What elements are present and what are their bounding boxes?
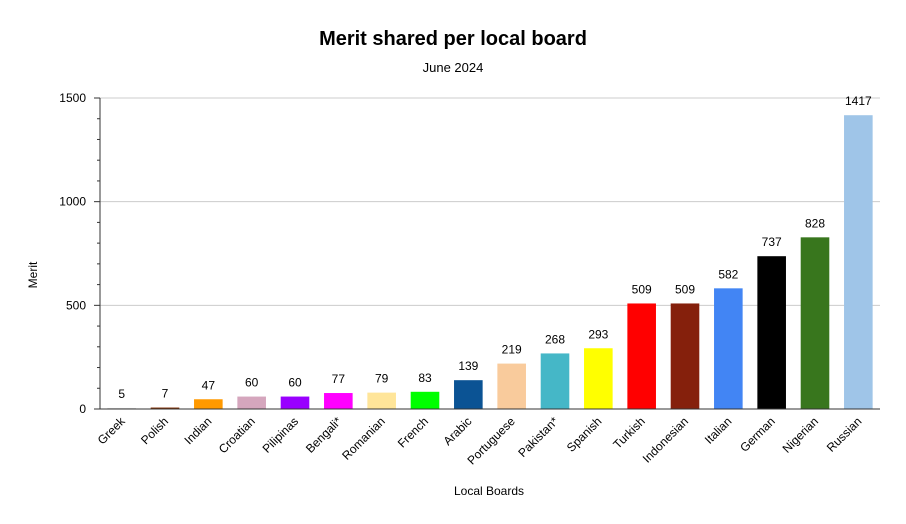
bar-romanian [367, 392, 396, 409]
x-tick-label: Romanian [339, 414, 388, 463]
data-labels: 5 7 47 60 60 77 79 83 139 219 268 293 509 509 582 737 82… [118, 94, 872, 401]
x-tick-label: German [737, 414, 778, 455]
data-label: 1417 [845, 94, 872, 108]
bar-bengali [324, 393, 353, 409]
data-label: 60 [245, 376, 259, 390]
data-label: 7 [162, 387, 169, 401]
bar-greek [107, 407, 136, 409]
x-tick-label: Greek [95, 414, 129, 448]
data-label: 139 [458, 359, 478, 373]
data-label: 47 [202, 378, 216, 392]
x-tick-label: Croatian [216, 414, 258, 456]
x-axis-title: Local Boards [454, 484, 524, 498]
bar-russian [844, 115, 873, 409]
bar-german [757, 256, 786, 409]
x-tick-label: Pakistan* [515, 414, 561, 460]
gridlines [100, 97, 880, 306]
chart-subtitle: June 2024 [423, 60, 484, 75]
y-tick-label: 500 [66, 298, 86, 312]
x-tick-label: Bengali* [303, 414, 345, 456]
x-tick-label: Indonesian [640, 414, 691, 465]
x-tick-label: Nigerian [780, 414, 822, 456]
x-tick-label: Spanish [564, 414, 605, 455]
y-tick-label: 0 [79, 402, 86, 416]
bar-french [410, 391, 440, 409]
bar-pilipinas [280, 396, 310, 409]
bar-indonesian [670, 303, 700, 409]
data-label: 268 [545, 332, 565, 346]
x-tick-label: Turkish [610, 414, 647, 451]
x-tick-label: Arabic [441, 414, 475, 448]
data-label: 737 [762, 235, 782, 249]
y-axis-title: Merit [26, 261, 40, 288]
x-tick-label: Polish [138, 414, 171, 447]
bar-spanish [584, 348, 613, 409]
bar-indian [194, 399, 223, 409]
bars [107, 115, 873, 409]
x-tick-label: Portuguese [464, 414, 518, 468]
x-tick-label: Italian [702, 414, 735, 447]
data-label: 5 [118, 387, 125, 401]
data-label: 582 [718, 267, 738, 281]
y-tick-label: 1500 [59, 91, 86, 105]
data-label: 79 [375, 372, 389, 386]
x-tick-label: Russian [824, 414, 865, 455]
bar-nigerian [800, 237, 830, 409]
y-axis: 0 500 1000 1500 [59, 91, 101, 416]
data-label: 293 [588, 327, 608, 341]
bar-italian [714, 288, 743, 409]
x-tick-label: Pilipinas [260, 414, 302, 456]
bar-turkish [627, 303, 656, 409]
data-label: 219 [502, 343, 522, 357]
data-label: 60 [288, 376, 302, 390]
x-tick-label: Indian [181, 414, 214, 447]
x-axis: Greek Polish Indian Croatian Pilipinas Bengal… [95, 408, 880, 468]
chart-title: Merit shared per local board [319, 28, 587, 50]
data-label: 77 [332, 372, 346, 386]
y-tick-label: 1000 [59, 195, 86, 209]
bar-polish [150, 407, 180, 409]
data-label: 509 [675, 282, 695, 296]
x-tick-label: French [395, 414, 431, 450]
data-label: 828 [805, 216, 825, 230]
bar-arabic [454, 380, 483, 409]
bar-croatian [237, 396, 266, 409]
data-label: 83 [418, 371, 432, 385]
bar-portuguese [497, 363, 526, 409]
bar-pakistan [540, 353, 570, 409]
data-label: 509 [632, 282, 652, 296]
